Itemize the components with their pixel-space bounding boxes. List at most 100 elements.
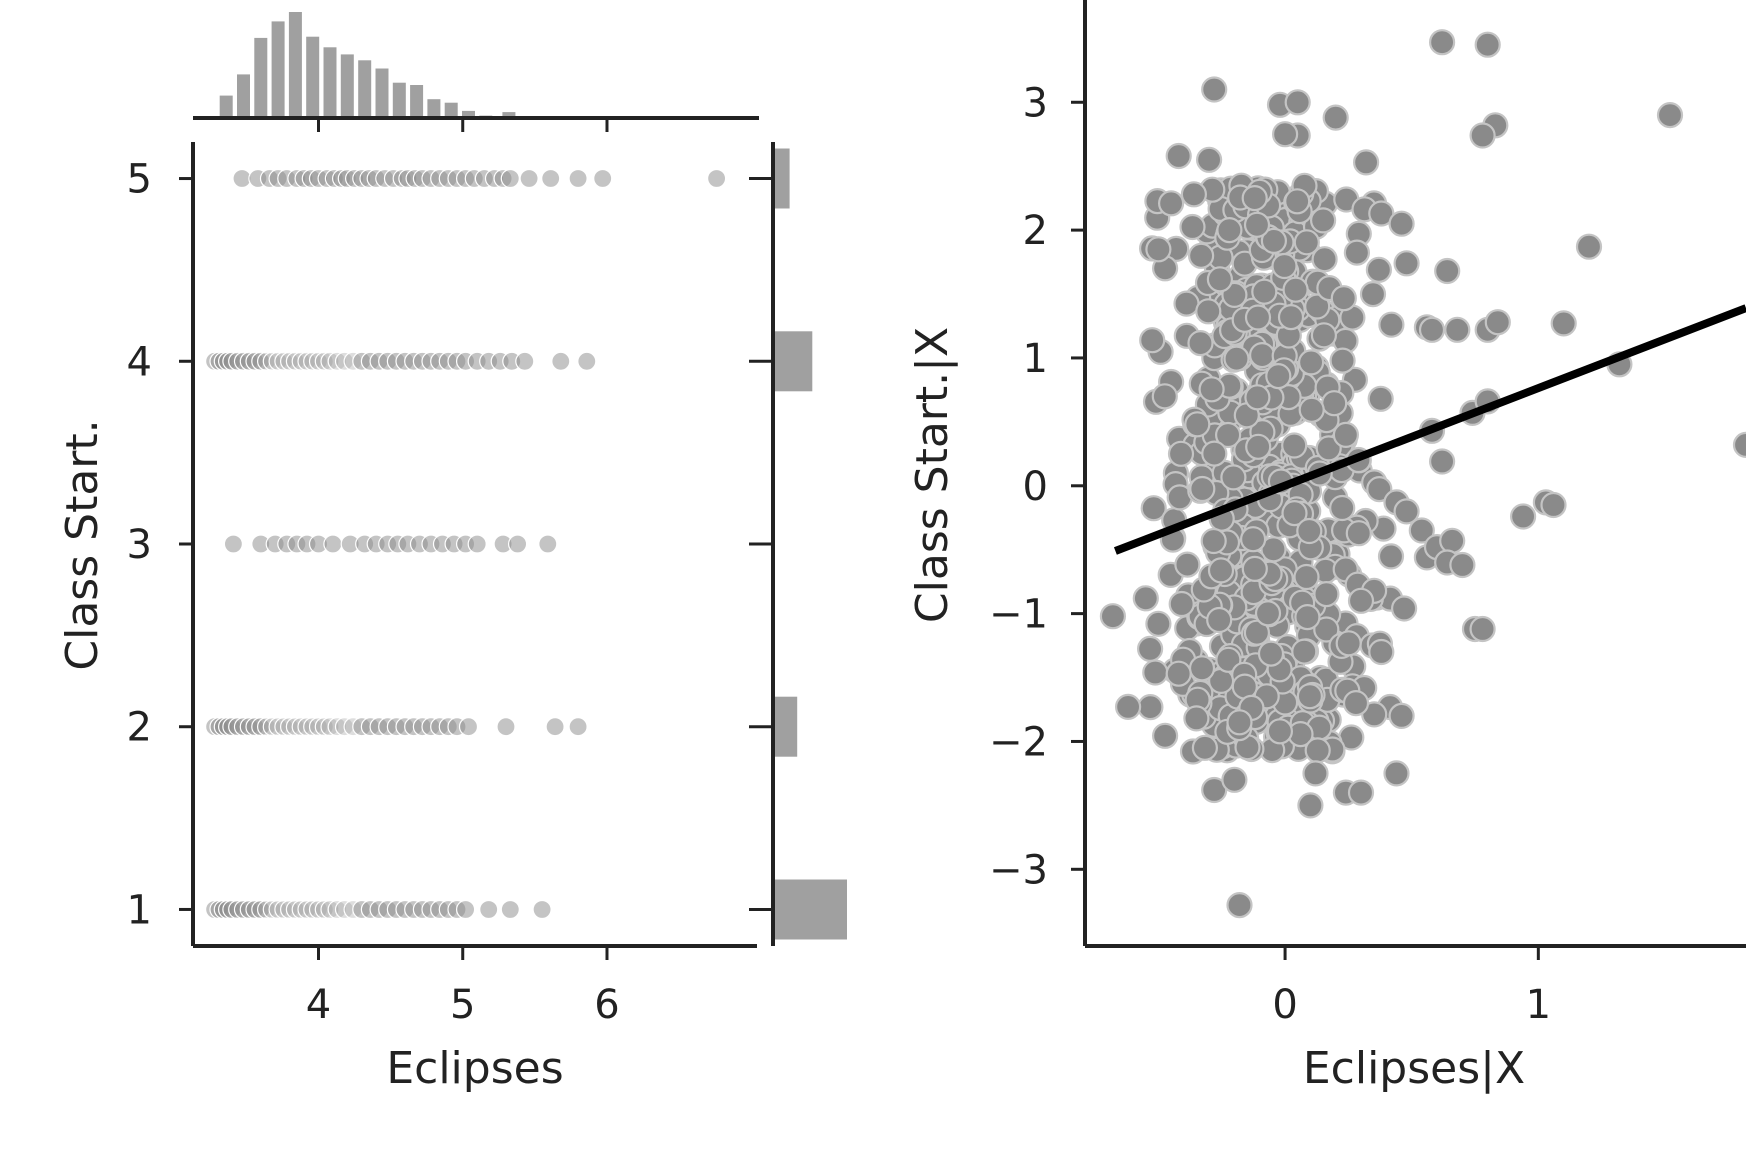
partial-point [1277,304,1305,331]
top-histogram-bar [410,85,424,118]
partial-point [1393,498,1420,525]
partial-point [1343,239,1371,266]
partial-point [1214,421,1242,449]
partial-point [1206,266,1234,293]
partial-point [1434,257,1461,285]
partial-point [1509,503,1537,530]
partial-regression-points [1099,29,1746,919]
partial-point [1179,213,1206,241]
partial-point [1271,252,1298,280]
joint-point [223,534,243,554]
partial-point [1388,702,1415,730]
partial-point [1315,435,1342,462]
partial-point [1271,121,1299,148]
joint-point [274,899,294,920]
top-histogram-bar [254,37,268,118]
top-histogram-bar [427,99,441,118]
joint-point [320,899,340,920]
joint-point [297,351,317,371]
partial-point [1296,683,1324,710]
joint-point [538,534,558,554]
partial-point [1244,384,1271,411]
partial-point [1365,256,1393,283]
right-histogram-bar [773,696,798,757]
joint-point [515,351,535,371]
joint-point [327,717,347,737]
joint-y-tick-label: 2 [127,705,152,751]
joint-point [303,717,323,737]
partial-point [1187,242,1215,269]
partial-point [1282,276,1309,303]
partial-point [1428,29,1456,56]
partial-point [1215,646,1242,673]
joint-point [519,168,539,189]
partial-point [1198,376,1225,403]
partial-point [1180,181,1208,208]
top-histogram-bar [375,68,389,118]
partial-y-tick-label: −2 [989,719,1048,765]
partial-point [1207,557,1235,584]
partial-point [1310,322,1338,349]
partial-point [1309,207,1337,234]
partial-point [1304,737,1331,764]
regression-fit-line [1113,304,1746,555]
partial-point [1157,190,1185,217]
partial-point [1469,615,1496,643]
partial-point [1377,543,1405,570]
partial-point [1201,76,1228,103]
partial-point [1332,421,1360,448]
partial-point [1184,411,1211,438]
partial-x-axis-label: Eclipses|X [1303,1043,1525,1094]
partial-point [1298,396,1325,423]
joint-point [285,351,305,371]
partial-point [1294,603,1321,631]
partial-point [1221,766,1248,793]
joint-y-tick-label: 1 [127,887,152,933]
partial-point [1183,705,1210,732]
partial-point [1201,440,1228,467]
partial-point [1345,520,1372,547]
partial-point [1428,448,1456,475]
partial-point [1368,200,1395,227]
partial-point [1335,630,1362,657]
joint-point [262,899,282,920]
partial-point [1311,246,1338,273]
joint-point [479,899,499,920]
partial-point [1304,293,1331,320]
partial-point [1322,104,1349,131]
partial-point [1291,638,1318,665]
joint-point [291,899,311,920]
partial-point [1293,229,1320,256]
partial-point [1187,330,1214,357]
joint-point [458,717,479,737]
partial-point [1174,551,1201,578]
joint-scatter-panel: 4 5 6 1 2 3 4 5 Eclipses Class Start. [57,118,773,1094]
partial-point [1241,555,1268,583]
partial-point [1313,580,1340,608]
joint-point [274,351,294,371]
partial-point [1114,693,1142,721]
joint-point [257,899,277,920]
joint-point [507,534,528,554]
partial-y-tick-label: −3 [989,847,1048,893]
partial-point [1195,146,1223,173]
partial-point [1330,285,1357,312]
partial-point [1140,495,1167,522]
partial-point [1136,635,1164,663]
partial-point [1243,619,1271,646]
joint-ticks: 4 5 6 1 2 3 4 5 [127,118,773,1028]
partial-x-tick-label: 0 [1272,982,1297,1028]
joint-scatter-points [205,168,727,920]
top-histogram-bar [392,82,406,118]
partial-point [1302,760,1329,787]
top-histogram-bar [271,21,285,118]
top-histogram-bar [444,102,458,118]
partial-point [1260,227,1288,254]
partial-point [1368,638,1395,666]
partial-point [1223,345,1250,372]
partial-point [1226,709,1253,736]
partial-point [1329,347,1356,374]
joint-point [257,717,277,737]
joint-point [308,351,329,371]
partial-point [1195,298,1222,325]
